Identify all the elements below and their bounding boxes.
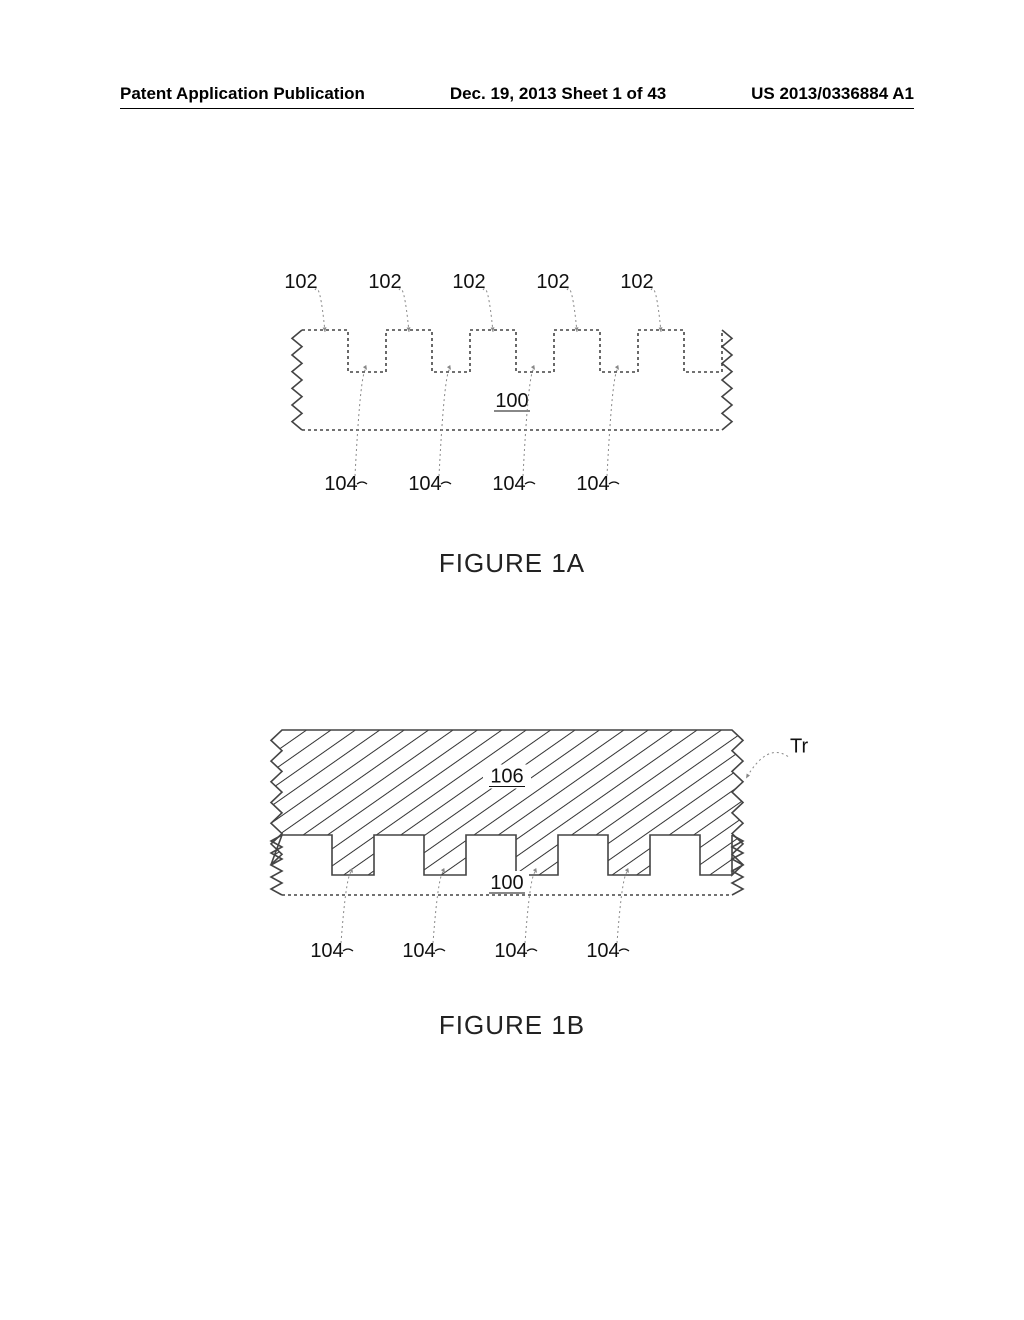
figB-ref-100: 100 [490,872,523,894]
figA-label-102-2: 102 [452,271,485,293]
figure-1b-caption: FIGURE 1B [439,1010,585,1040]
figure-1b-wrap: 106 100 Tr 104 104 104 104 [0,690,1024,990]
figB-label-104-3: 104 [586,940,619,962]
figA-label-104-0: 104 [324,473,357,495]
figure-1a-caption: FIGURE 1A [439,548,585,578]
figB-ref-106: 106 [490,766,523,788]
figA-ref-100: 100 [495,390,528,412]
figure-1b-svg: 106 100 Tr 104 104 104 104 [192,690,832,990]
figA-label-102-3: 102 [536,271,569,293]
figA-label-102-4: 102 [620,271,653,293]
figure-1b-caption-wrap: FIGURE 1B [0,1010,1024,1041]
page: Patent Application Publication Dec. 19, … [0,0,1024,1320]
figB-label-Tr: Tr [790,736,808,758]
figure-1a-wrap: 100 102 102 102 102 102 104 104 104 104 [0,260,1024,520]
figA-label-104-1: 104 [408,473,441,495]
figB-label-104-0: 104 [310,940,343,962]
header-right: US 2013/0336884 A1 [751,84,914,104]
page-header: Patent Application Publication Dec. 19, … [0,78,1024,109]
figA-label-102-1: 102 [368,271,401,293]
figB-label-104-1: 104 [402,940,435,962]
figA-label-104-2: 104 [492,473,525,495]
figure-1a-caption-wrap: FIGURE 1A [0,548,1024,579]
header-rule [120,108,914,109]
header-center: Dec. 19, 2013 Sheet 1 of 43 [450,84,666,104]
figA-label-104-3: 104 [576,473,609,495]
figure-1a-svg: 100 102 102 102 102 102 104 104 104 104 [232,260,792,520]
header-row: Patent Application Publication Dec. 19, … [120,84,914,104]
figA-label-102-0: 102 [284,271,317,293]
figB-label-104-2: 104 [494,940,527,962]
header-left: Patent Application Publication [120,84,365,104]
